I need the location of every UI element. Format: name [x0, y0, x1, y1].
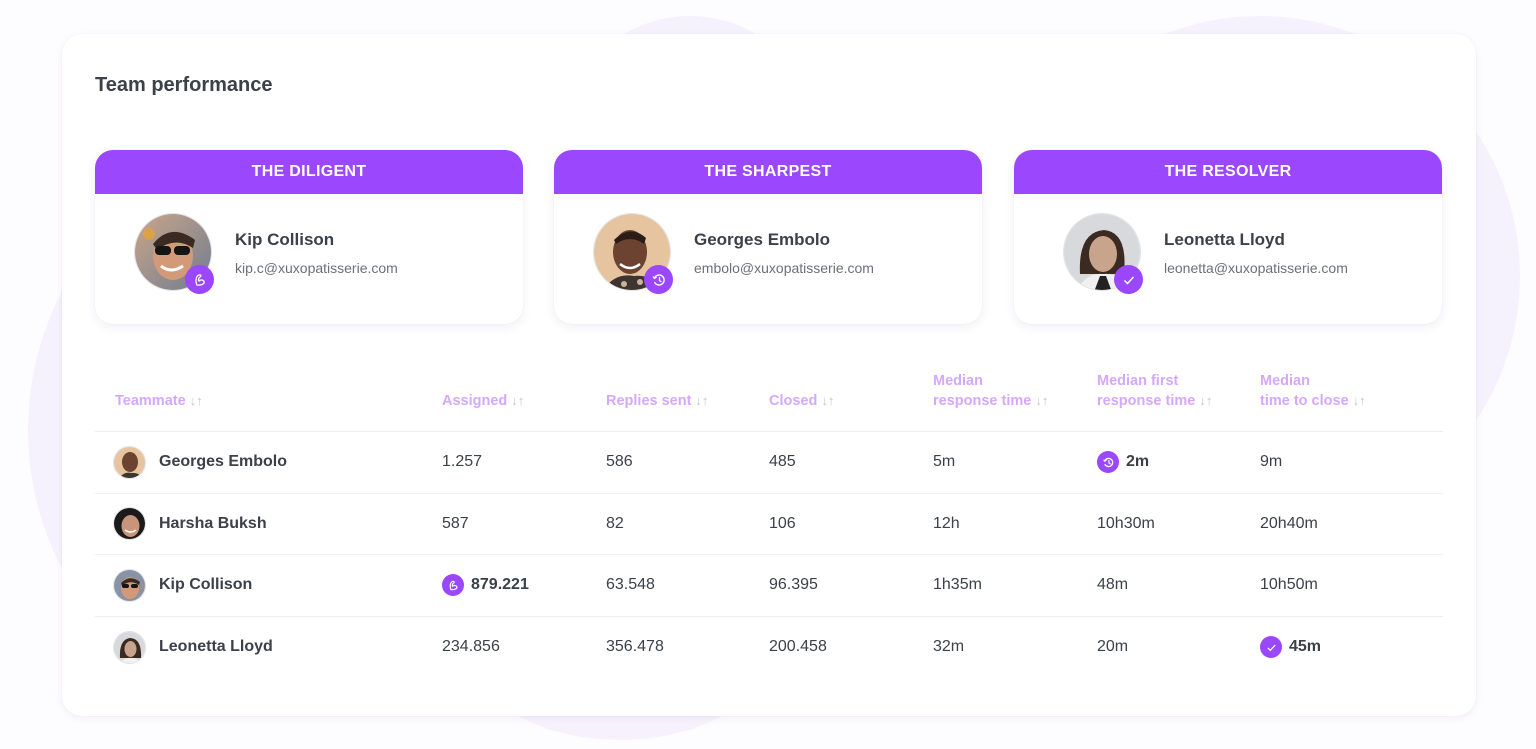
time-to-close-cell: 20h40m [1260, 514, 1318, 532]
replies-cell: 82 [606, 514, 624, 532]
closed-cell: 485 [769, 453, 796, 471]
clock-rewind-icon [1097, 451, 1119, 474]
sort-icon[interactable]: ↓↑ [511, 393, 525, 408]
median-first-response-cell: 2m [1097, 432, 1149, 493]
median-first-response-cell: 10h30m [1097, 514, 1155, 532]
sort-icon[interactable]: ↓↑ [1352, 393, 1366, 408]
team-performance-panel: Team performance THE DILIGENT Kip C [62, 34, 1476, 716]
award-title: THE SHARPEST [554, 150, 982, 194]
median-first-response-cell: 48m [1097, 576, 1129, 594]
award-title: THE RESOLVER [1014, 150, 1442, 194]
sort-icon[interactable]: ↓↑ [1035, 393, 1049, 408]
page-title: Team performance [95, 74, 273, 96]
award-winner-email: embolo@xuxopatisserie.com [694, 260, 874, 276]
team-performance-table: Teammate ↓↑ Assigned ↓↑ Replies sent ↓↑ Clo… [95, 364, 1443, 678]
column-header-closed[interactable]: Closed ↓↑ [769, 393, 835, 409]
median-response-cell: 12h [933, 514, 960, 532]
table-row[interactable]: Georges Embolo 1.257 586 485 5m 2m 9m [95, 432, 1443, 494]
time-to-close-cell: 45m [1260, 617, 1321, 679]
award-card-sharpest[interactable]: THE SHARPEST Georges Embolo embolo@xuxop… [554, 150, 982, 324]
award-winner-name: Leonetta Lloyd [1164, 230, 1285, 249]
award-title: THE DILIGENT [95, 150, 523, 194]
replies-cell: 586 [606, 453, 633, 471]
median-response-cell: 1h35m [933, 576, 982, 594]
sort-icon[interactable]: ↓↑ [695, 393, 709, 408]
sort-icon[interactable]: ↓↑ [1199, 393, 1213, 408]
teammate-cell: Harsha Buksh [113, 494, 267, 555]
assigned-cell: 879.221 [442, 555, 529, 616]
avatar [113, 568, 146, 602]
column-header-replies-sent[interactable]: Replies sent ↓↑ [606, 393, 709, 409]
teammate-cell: Georges Embolo [113, 432, 287, 493]
assigned-cell: 1.257 [442, 453, 483, 471]
column-header-median-response-time[interactable]: Median response time ↓↑ [933, 373, 1049, 409]
sort-icon[interactable]: ↓↑ [189, 393, 203, 408]
table-header: Teammate ↓↑ Assigned ↓↑ Replies sent ↓↑ Clo… [95, 364, 1443, 432]
award-winner-email: kip.c@xuxopatisserie.com [235, 260, 398, 276]
award-winner-name: Kip Collison [235, 230, 335, 249]
column-header-median-first-response-time[interactable]: Median first response time ↓↑ [1097, 373, 1213, 409]
median-first-response-cell: 20m [1097, 638, 1129, 656]
award-card-diligent[interactable]: THE DILIGENT Kip Collison kip.c@xuxopati [95, 150, 523, 324]
avatar [113, 630, 146, 664]
avatar [113, 507, 146, 541]
teammate-cell: Kip Collison [113, 555, 252, 616]
award-winner-name: Georges Embolo [694, 230, 831, 249]
award-card-resolver[interactable]: THE RESOLVER Leonetta Lloyd leonetta@xux… [1014, 150, 1442, 324]
column-header-assigned[interactable]: Assigned ↓↑ [442, 393, 525, 409]
column-header-median-time-to-close[interactable]: Median time to close ↓↑ [1260, 373, 1366, 409]
assigned-cell: 587 [442, 514, 469, 532]
clock-rewind-icon [644, 265, 673, 294]
assigned-cell: 234.856 [442, 638, 500, 656]
replies-cell: 63.548 [606, 576, 655, 594]
flexed-arm-icon [185, 265, 214, 294]
time-to-close-cell: 10h50m [1260, 576, 1318, 594]
closed-cell: 106 [769, 514, 796, 532]
median-response-cell: 5m [933, 453, 956, 471]
closed-cell: 200.458 [769, 638, 827, 656]
replies-cell: 356.478 [606, 638, 664, 656]
avatar [113, 445, 146, 479]
column-header-teammate[interactable]: Teammate ↓↑ [115, 393, 203, 409]
median-response-cell: 32m [933, 638, 965, 656]
time-to-close-cell: 9m [1260, 453, 1283, 471]
closed-cell: 96.395 [769, 576, 818, 594]
award-winner-email: leonetta@xuxopatisserie.com [1164, 260, 1348, 276]
table-row[interactable]: Leonetta Lloyd 234.856 356.478 200.458 3… [95, 617, 1443, 679]
flexed-arm-icon [442, 574, 464, 597]
check-icon [1260, 636, 1282, 659]
sort-icon[interactable]: ↓↑ [821, 393, 835, 408]
teammate-cell: Leonetta Lloyd [113, 617, 273, 679]
table-row[interactable]: Harsha Buksh 587 82 106 12h 10h30m 20h40… [95, 494, 1443, 555]
check-icon [1114, 265, 1143, 294]
table-row[interactable]: Kip Collison 879.221 63.548 96.395 1h35m… [95, 555, 1443, 617]
